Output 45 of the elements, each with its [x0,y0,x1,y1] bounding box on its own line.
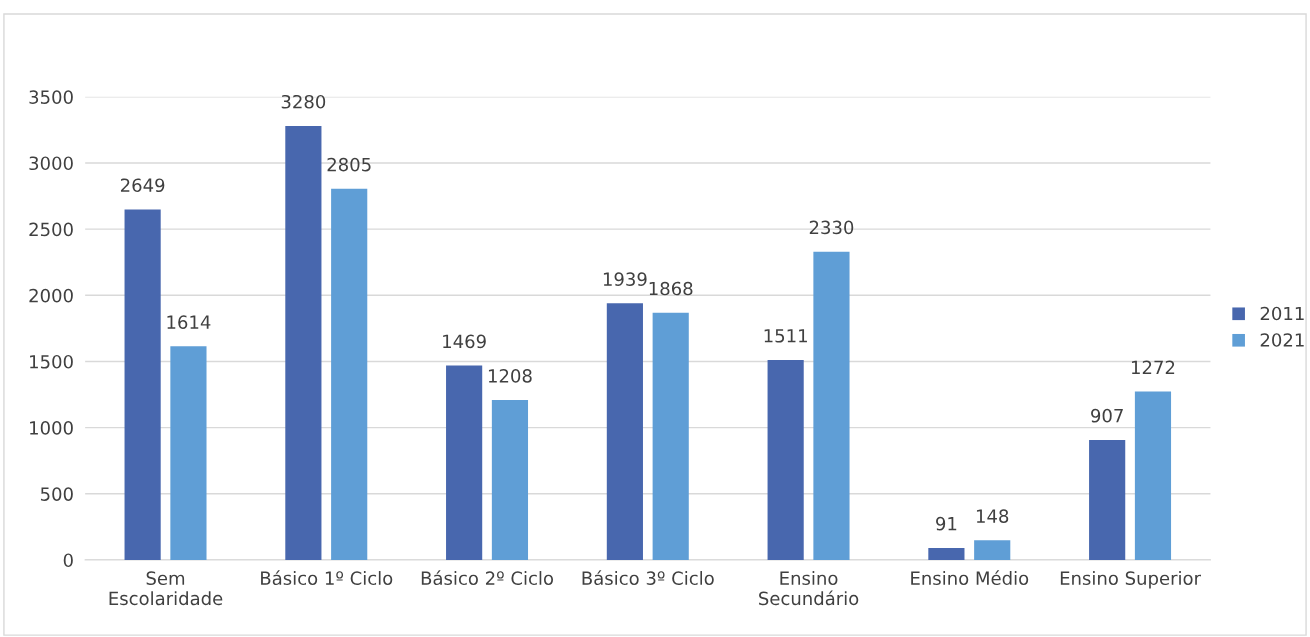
x-tick-label: Ensino Secundário [759,571,859,606]
data-label: 1939 [603,272,647,286]
bar [652,312,689,560]
y-tick-label: 0 [63,553,73,568]
data-label: 2805 [327,157,371,172]
y-tick-label: 2500 [29,222,73,237]
x-tick-label: Básico 2º Ciclo [421,570,554,586]
y-tick-label: 2000 [29,288,73,303]
y-tick-label: 1000 [30,421,73,435]
data-label: 1511 [764,329,807,343]
x-tick-label: Básico 1º Ciclo [261,570,393,586]
x-tick-label: Ensino Superior [1060,571,1201,589]
data-label: 148 [976,509,1009,523]
bar [446,365,483,560]
data-label: 1469 [443,334,486,349]
x-tick-label: Sem Escolaridade [109,571,223,606]
bar [331,188,368,560]
bar [974,540,1011,560]
data-label: 2649 [120,178,165,193]
data-label: 1614 [167,315,211,329]
data-label: 3280 [281,94,326,109]
data-label: 1272 [1131,360,1175,374]
data-label: 1208 [488,369,532,383]
y-tick-label: 3500 [29,90,73,104]
bar [170,346,207,560]
bar [767,360,804,560]
y-tick-label: 500 [40,487,73,501]
x-tick-label: Ensino Médio [911,570,1029,586]
data-label: 91 [936,516,957,531]
bar [1134,391,1172,560]
y-tick-label: 3000 [29,156,73,171]
legend-label: 2021 [1260,333,1304,347]
bar [491,400,529,560]
data-label: 907 [1091,408,1123,423]
bar [928,547,965,560]
bar [1089,439,1126,560]
data-label: 1868 [649,281,693,296]
y-tick-label: 1500 [30,354,73,369]
bar [124,209,161,560]
bar [606,303,643,560]
legend-label: 2011 [1260,306,1304,321]
x-tick-label: Básico 3º Ciclo [582,570,714,586]
bar [813,251,850,560]
bar [285,125,322,560]
data-label: 2330 [809,220,854,235]
